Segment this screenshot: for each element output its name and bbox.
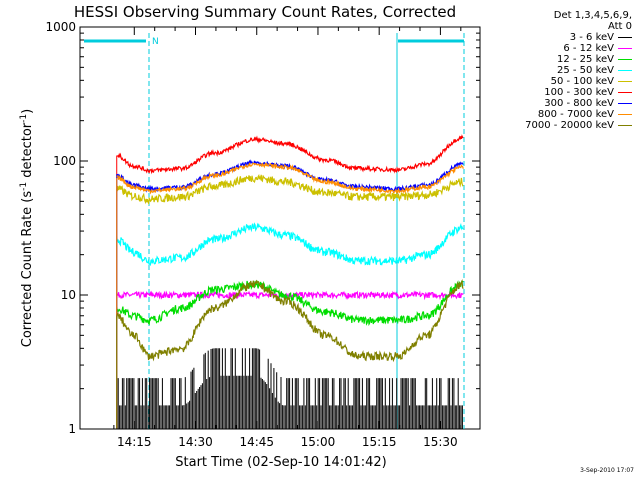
legend-item: 7000 - 20000 keV (482, 120, 632, 131)
y-label-part2: detector (20, 122, 35, 182)
series-line (116, 162, 464, 196)
plot-frame (79, 26, 481, 430)
legend-header-1: Det 1,3,4,5,6,9, (553, 10, 632, 21)
series-group (116, 134, 464, 429)
legend: Det 1,3,4,5,6,9, Att 0 3 - 6 keV 6 - 12 k… (482, 10, 632, 131)
legend-label: 800 - 7000 keV (537, 109, 614, 120)
x-axis: 14:15 14:30 14:45 15:00 15:15 15:30 (113, 27, 462, 449)
legend-swatch (618, 36, 632, 38)
legend-swatch (618, 47, 632, 49)
legend-label: 25 - 50 keV (556, 65, 614, 76)
x-tick-label: 14:30 (178, 435, 213, 449)
legend-item: 25 - 50 keV (482, 65, 632, 76)
legend-item: 6 - 12 keV (482, 43, 632, 54)
y-tick-label: 1000 (45, 20, 76, 34)
legend-swatch (618, 124, 632, 126)
y-label-part3: ) (20, 109, 35, 114)
x-tick-label: 15:30 (423, 435, 458, 449)
legend-items: 3 - 6 keV 6 - 12 keV 12 - 25 keV 25 - 50 ke… (482, 32, 632, 131)
legend-swatch (618, 102, 632, 104)
legend-swatch (618, 113, 632, 115)
chart-title: HESSI Observing Summary Count Rates, Cor… (74, 3, 456, 21)
legend-item: 300 - 800 keV (482, 98, 632, 109)
series-line (116, 279, 464, 327)
y-label-part1: Corrected Count Rate (s (20, 191, 35, 348)
series-line (116, 174, 464, 206)
series-line (116, 348, 463, 429)
legend-label: 100 - 300 keV (544, 87, 614, 98)
y-tick-label: 100 (53, 154, 76, 168)
y-label-sup2: -1 (19, 114, 29, 123)
y-axis-label: Corrected Count Rate (s-1 detector-1) (19, 109, 35, 347)
night-annotations: N (84, 33, 465, 429)
legend-header-2: Att 0 (607, 21, 632, 32)
x-tick-label: 15:15 (362, 435, 397, 449)
series-line (116, 222, 464, 267)
y-label-sup1: -1 (19, 182, 29, 191)
series-line (116, 290, 464, 301)
legend-item: 100 - 300 keV (482, 87, 632, 98)
x-tick-label: 14:45 (239, 435, 274, 449)
legend-label: 50 - 100 keV (550, 76, 614, 87)
night-label: N (152, 37, 159, 47)
series-line (116, 278, 464, 363)
legend-swatch (618, 80, 632, 82)
legend-item: 50 - 100 keV (482, 76, 632, 87)
y-tick-label: 10 (61, 288, 76, 302)
x-axis-label: Start Time (02-Sep-10 14:01:42) (175, 455, 386, 470)
series-line (116, 134, 464, 175)
legend-swatch (618, 58, 632, 60)
legend-swatch (618, 91, 632, 93)
legend-item: 800 - 7000 keV (482, 109, 632, 120)
legend-item: 3 - 6 keV (482, 32, 632, 43)
legend-label: 7000 - 20000 keV (525, 120, 614, 131)
legend-swatch (618, 69, 632, 71)
x-tick-label: 14:15 (117, 435, 152, 449)
series-line (116, 159, 464, 193)
footer-timestamp: 3-Sep-2010 17:07 (580, 467, 634, 474)
y-tick-label: 1 (68, 422, 76, 436)
y-axis: 1 10 100 1000 (45, 20, 480, 436)
legend-label: 12 - 25 keV (556, 54, 614, 65)
x-tick-label: 15:00 (301, 435, 336, 449)
legend-item: 12 - 25 keV (482, 54, 632, 65)
legend-label: 300 - 800 keV (544, 98, 614, 109)
legend-label: 3 - 6 keV (569, 32, 614, 43)
legend-label: 6 - 12 keV (563, 43, 614, 54)
